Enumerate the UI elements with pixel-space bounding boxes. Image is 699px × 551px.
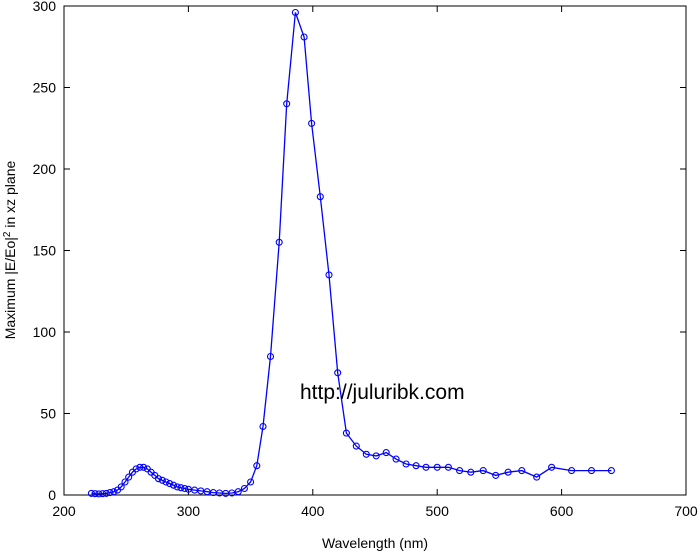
- data-point: [154, 475, 163, 483]
- data-point: [479, 467, 487, 475]
- data-point: [412, 462, 420, 470]
- data-point: [291, 8, 299, 17]
- data-point: [382, 449, 390, 457]
- data-point: [259, 422, 267, 431]
- data-point: [240, 484, 248, 493]
- data-point: [316, 193, 324, 201]
- y-axis-title-suffix: in xz plane: [2, 161, 18, 232]
- data-point: [422, 463, 430, 471]
- y-axis-title-superscript: 2: [2, 231, 13, 237]
- data-point: [110, 488, 118, 496]
- data-point: [253, 462, 261, 470]
- data-point: [181, 484, 189, 493]
- x-tick-label: 400: [301, 503, 325, 519]
- data-point: [266, 352, 275, 361]
- data-point: [548, 463, 556, 471]
- data-point: [533, 473, 541, 481]
- data-point: [402, 460, 410, 468]
- data-point: [91, 490, 99, 498]
- data-point: [117, 483, 125, 491]
- data-point: [334, 369, 342, 377]
- x-axis-title: Wavelength (nm): [322, 535, 428, 551]
- data-point: [518, 467, 526, 475]
- data-point: [444, 463, 452, 471]
- x-tick-label: 300: [177, 503, 201, 519]
- series-line: [91, 12, 612, 495]
- data-point: [158, 476, 166, 484]
- data-point: [177, 484, 185, 492]
- data-point: [173, 483, 181, 491]
- data-point: [162, 478, 170, 486]
- y-tick-label: 50: [40, 406, 56, 422]
- data-point: [95, 490, 103, 498]
- y-tick-label: 200: [33, 161, 57, 177]
- data-point: [87, 489, 95, 497]
- x-axis-ticks: 200 300 400 500 600 700: [52, 6, 698, 519]
- y-tick-label: 250: [33, 80, 57, 96]
- data-point: [140, 463, 148, 471]
- y-axis-title: Maximum |E/Eo|2 in xz plane: [2, 161, 19, 340]
- data-point: [433, 463, 441, 471]
- series-group: [87, 8, 615, 498]
- x-tick-label: 700: [674, 503, 698, 519]
- y-tick-label: 150: [33, 243, 57, 259]
- y-axis-title-main: Maximum |E/Eo|: [2, 237, 18, 339]
- data-point: [352, 442, 360, 450]
- data-point: [121, 478, 129, 486]
- data-point: [99, 490, 107, 498]
- data-point: [106, 489, 114, 497]
- data-point: [456, 467, 464, 475]
- x-tick-label: 200: [52, 503, 76, 519]
- data-point: [362, 450, 370, 458]
- data-point: [132, 465, 140, 473]
- data-point: [102, 489, 110, 497]
- data-point: [342, 429, 350, 437]
- watermark-annotation: http://juluribk.com: [300, 381, 465, 404]
- data-point: [587, 467, 596, 475]
- data-point: [166, 480, 174, 488]
- data-point: [467, 468, 475, 476]
- data-point: [392, 455, 400, 463]
- data-point: [247, 478, 255, 486]
- data-point: [492, 471, 500, 479]
- y-tick-label: 100: [33, 324, 57, 340]
- data-point: [308, 119, 316, 127]
- data-point: [136, 463, 144, 471]
- data-point: [275, 238, 283, 246]
- y-axis-ticks: 0 50 100 150 200 250 300: [33, 0, 686, 503]
- data-point: [169, 481, 178, 489]
- x-tick-label: 600: [550, 503, 574, 519]
- data-point: [372, 452, 380, 460]
- data-point: [607, 467, 615, 475]
- data-point: [283, 100, 291, 108]
- data-point: [325, 271, 333, 279]
- data-point: [125, 473, 133, 481]
- data-point: [568, 467, 576, 475]
- x-tick-label: 500: [426, 503, 450, 519]
- y-tick-label: 300: [33, 0, 57, 14]
- data-point: [300, 33, 308, 41]
- data-point: [234, 488, 242, 496]
- data-point: [504, 468, 512, 476]
- plot-frame: [63, 5, 687, 496]
- y-tick-label: 0: [48, 487, 56, 503]
